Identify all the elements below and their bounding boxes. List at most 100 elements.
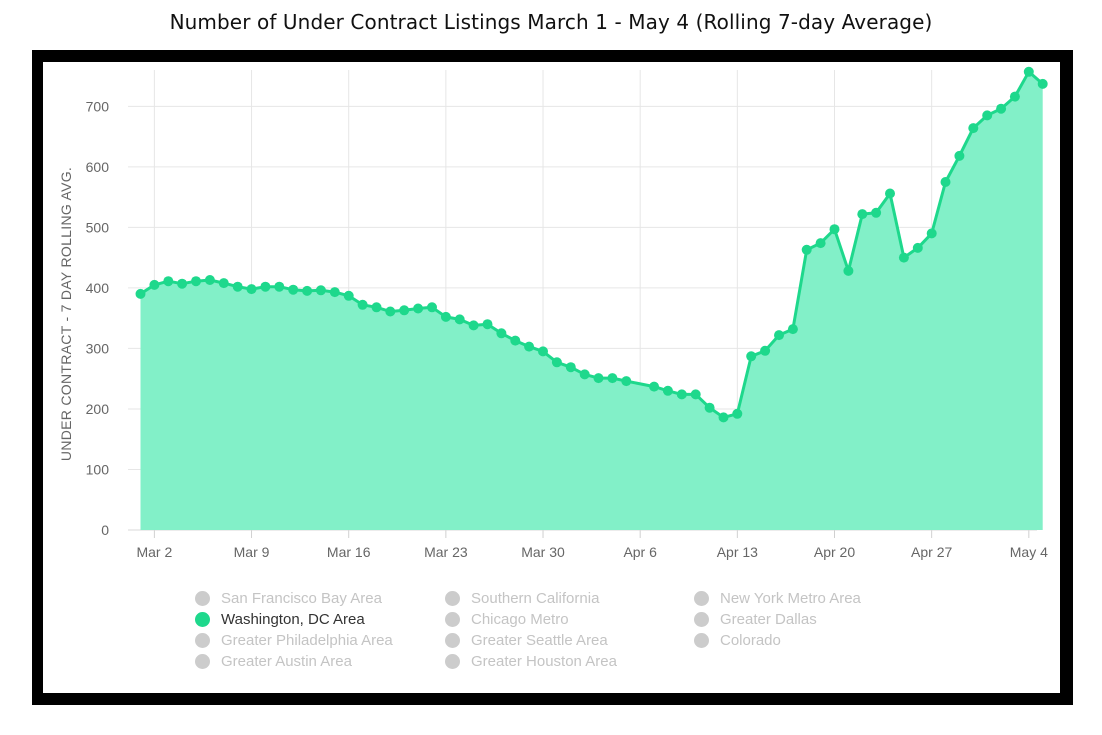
data-point[interactable] [524,341,535,352]
legend-label: Colorado [720,632,781,649]
data-point[interactable] [371,302,382,313]
data-point[interactable] [982,110,993,121]
y-tick-label: 300 [86,340,110,356]
legend-marker-icon [195,591,210,606]
data-point[interactable] [204,275,215,285]
y-tick-label: 600 [86,159,110,175]
data-point[interactable] [843,265,854,276]
y-axis-ticks: 0 100 200 300 400 500 600 700 [86,98,110,538]
data-point[interactable] [413,303,424,314]
data-point[interactable] [704,402,715,413]
data-point[interactable] [357,299,368,310]
legend-marker-icon [195,633,210,648]
data-point[interactable] [885,188,895,199]
data-point[interactable] [454,314,465,325]
series-washington-dc [135,66,1048,531]
y-tick-label: 200 [86,401,110,417]
data-point[interactable] [968,123,979,134]
x-axis: Mar 2 Mar 9 Mar 16 Mar 23 Mar 30 Apr 6 Apr 13 A… [128,529,1048,560]
data-point[interactable] [746,351,757,362]
data-point[interactable] [274,281,285,292]
data-point[interactable] [246,284,257,295]
x-tick-label: Apr 27 [911,544,952,560]
legend-label: New York Metro Area [720,590,861,607]
data-point[interactable] [912,242,923,253]
data-point[interactable] [857,209,868,220]
data-point[interactable] [496,328,507,339]
data-point[interactable] [774,330,784,341]
data-point[interactable] [399,305,410,316]
x-tick-label: Apr 13 [717,544,758,560]
data-point[interactable] [191,276,201,287]
data-point[interactable] [732,408,743,419]
data-point[interactable] [898,252,909,263]
data-point[interactable] [427,302,437,313]
data-point[interactable] [926,228,937,239]
data-point[interactable] [801,244,812,255]
data-point[interactable] [593,373,604,384]
x-tick-label: Mar 30 [521,544,565,560]
data-point[interactable] [787,324,798,335]
data-point[interactable] [871,207,882,218]
data-point[interactable] [177,278,188,289]
legend-label: San Francisco Bay Area [221,590,382,607]
y-tick-label: 400 [86,280,110,296]
data-point[interactable] [538,346,548,357]
data-point[interactable] [260,281,271,292]
data-point[interactable] [440,311,451,322]
y-tick-label: 700 [86,98,110,114]
legend-marker-icon [445,633,460,648]
data-point[interactable] [690,389,701,400]
legend-label: Greater Dallas [720,611,817,628]
legend-marker-icon [445,612,460,627]
legend-label: Greater Austin Area [221,653,352,670]
data-point[interactable] [760,345,771,356]
data-point[interactable] [815,238,826,249]
x-tick-label: Apr 20 [814,544,855,560]
x-tick-label: May 4 [1010,544,1048,560]
data-point[interactable] [1037,78,1048,89]
data-point[interactable] [163,276,174,287]
data-point[interactable] [135,288,146,299]
data-point[interactable] [649,381,660,392]
chart-panel: 0 100 200 300 400 500 600 700 Mar 2 Mar 9 Mar 16 M… [43,62,1060,693]
data-point[interactable] [1023,66,1034,77]
data-point[interactable] [676,389,687,400]
data-point[interactable] [579,369,590,380]
data-point[interactable] [315,285,326,296]
data-point[interactable] [996,103,1007,114]
data-point[interactable] [232,281,243,292]
y-axis-label: UNDER CONTRACT - 7 DAY ROLLING AVG. [58,167,74,461]
x-tick-label: Mar 2 [136,544,172,560]
x-tick-label: Mar 23 [424,544,468,560]
data-point[interactable] [829,224,840,235]
x-tick-label: Mar 9 [234,544,270,560]
data-point[interactable] [718,412,729,423]
data-point[interactable] [288,284,299,295]
data-point[interactable] [1009,91,1020,102]
legend-marker-icon [445,591,460,606]
data-point[interactable] [551,357,562,368]
data-point[interactable] [662,385,673,396]
x-tick-label: Apr 6 [623,544,657,560]
data-point[interactable] [385,306,396,317]
legend-marker-icon [694,591,709,606]
data-point[interactable] [343,290,354,301]
data-point[interactable] [510,335,521,346]
data-point[interactable] [954,150,965,161]
y-tick-label: 500 [86,219,110,235]
data-point[interactable] [621,376,632,387]
data-point[interactable] [149,279,160,290]
data-point[interactable] [607,373,618,384]
data-point[interactable] [302,285,313,296]
data-point[interactable] [218,278,229,289]
x-tick-label: Mar 16 [327,544,371,560]
legend-marker-icon [694,612,709,627]
data-point[interactable] [565,362,576,373]
data-point[interactable] [468,320,479,331]
data-point[interactable] [329,287,340,298]
legend-label: Chicago Metro [471,611,569,628]
data-point[interactable] [482,319,493,330]
data-point[interactable] [940,177,951,187]
